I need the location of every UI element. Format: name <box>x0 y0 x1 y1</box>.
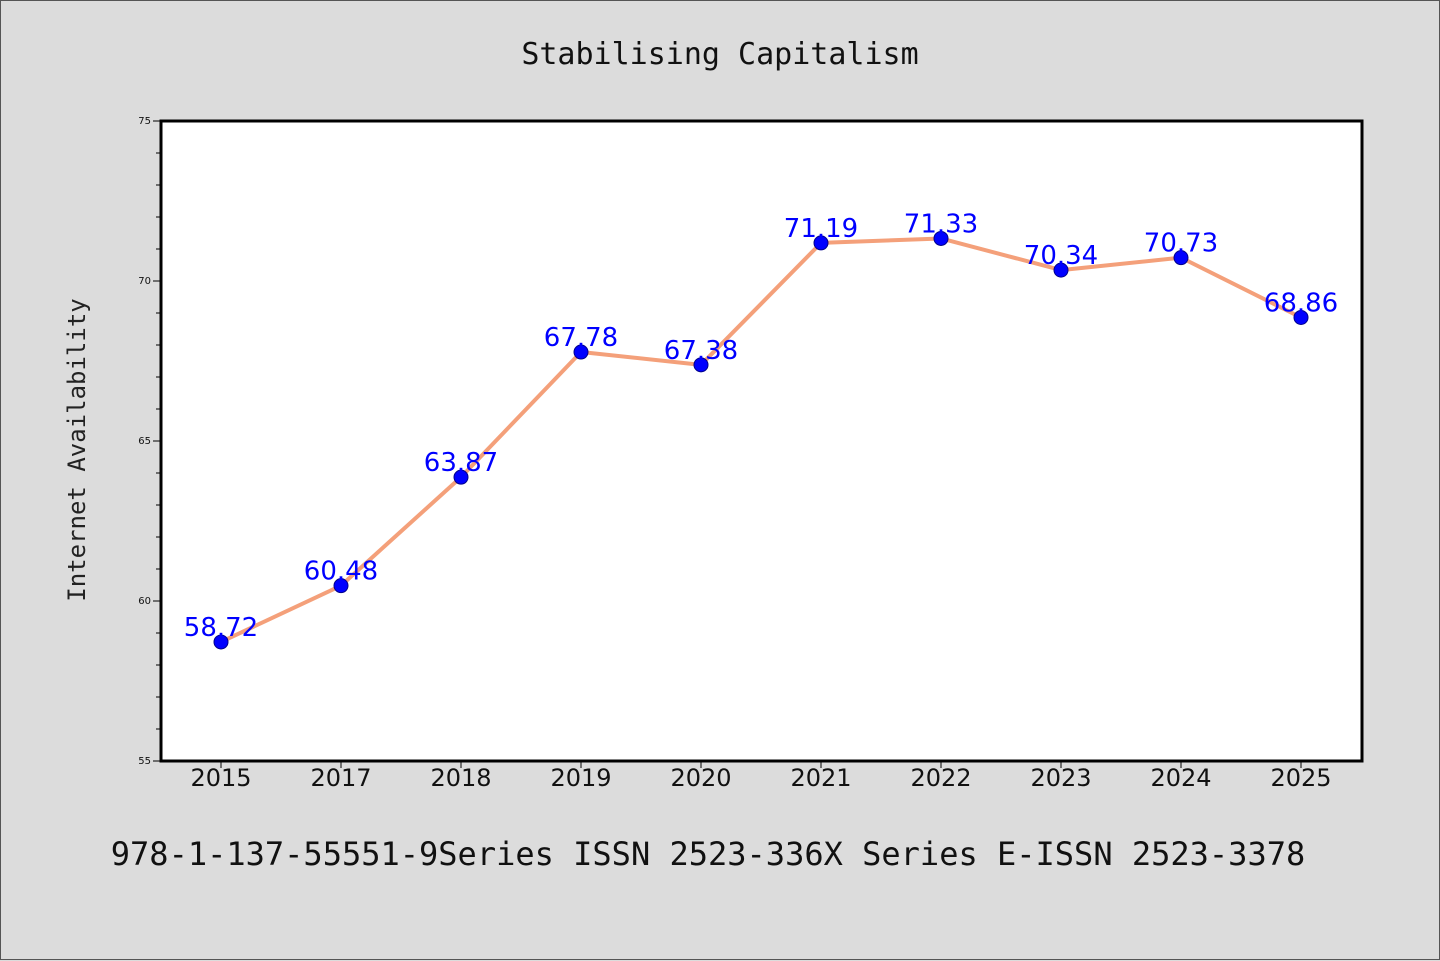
chart-title: Stabilising Capitalism <box>521 37 918 72</box>
series-line <box>220 236 1302 644</box>
x-tick-label: 2025 <box>1270 764 1331 792</box>
data-labels-group: 58.72 60.48 63.87 67.78 67.38 71.19 71.33 70.34… <box>184 209 1338 643</box>
y-tick-label: 55 <box>138 756 151 767</box>
data-point <box>693 357 709 373</box>
x-tick-label: 2018 <box>430 764 491 792</box>
y-axis-ticks: 55 60 65 70 75 <box>138 116 161 767</box>
x-axis-ticks: 2015 2017 2018 2019 2020 2021 2022 2023 2024 2025 <box>190 761 1332 792</box>
x-tick-label: 2021 <box>790 764 851 792</box>
data-label: 60.48 <box>304 557 378 587</box>
y-tick-label: 75 <box>138 116 151 127</box>
x-tick-label: 2024 <box>1150 764 1211 792</box>
data-point <box>1173 250 1189 266</box>
data-label: 70.34 <box>1024 241 1098 271</box>
y-tick-label: 65 <box>138 436 151 447</box>
x-tick-label: 2017 <box>310 764 371 792</box>
data-point <box>933 230 949 246</box>
series-group <box>213 230 1309 650</box>
data-point <box>1053 262 1069 278</box>
data-point <box>213 634 229 650</box>
y-tick-label: 60 <box>138 596 151 607</box>
data-point <box>1293 309 1309 325</box>
data-label: 67.78 <box>544 323 618 353</box>
y-axis-label: Internet Availability <box>63 298 91 601</box>
data-label: 68.86 <box>1264 288 1338 318</box>
data-label: 71.33 <box>904 209 978 239</box>
y-tick-label: 70 <box>138 276 151 287</box>
data-label: 58.72 <box>184 613 258 643</box>
x-tick-label: 2023 <box>1030 764 1091 792</box>
data-label: 70.73 <box>1144 229 1218 259</box>
footer-text: 978-1-137-55551-9Series ISSN 2523-336X S… <box>111 835 1305 873</box>
data-point <box>573 344 589 360</box>
x-tick-label: 2022 <box>910 764 971 792</box>
x-tick-label: 2019 <box>550 764 611 792</box>
data-label: 63.87 <box>424 448 498 478</box>
data-point <box>813 235 829 251</box>
data-point <box>333 578 349 594</box>
plot-area <box>159 119 1364 763</box>
data-label: 71.19 <box>784 214 858 244</box>
data-point <box>453 469 469 485</box>
x-tick-label: 2015 <box>190 764 251 792</box>
data-label: 67.38 <box>664 336 738 366</box>
x-tick-label: 2020 <box>670 764 731 792</box>
